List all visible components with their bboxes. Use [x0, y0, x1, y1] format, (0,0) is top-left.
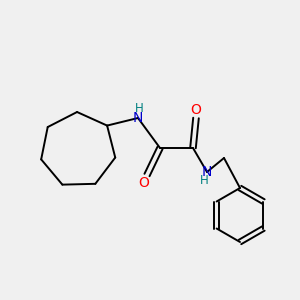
Text: O: O: [139, 176, 149, 190]
Text: H: H: [135, 103, 143, 116]
Text: N: N: [202, 165, 212, 179]
Text: O: O: [190, 103, 201, 117]
Text: N: N: [133, 111, 143, 125]
Text: H: H: [200, 175, 208, 188]
